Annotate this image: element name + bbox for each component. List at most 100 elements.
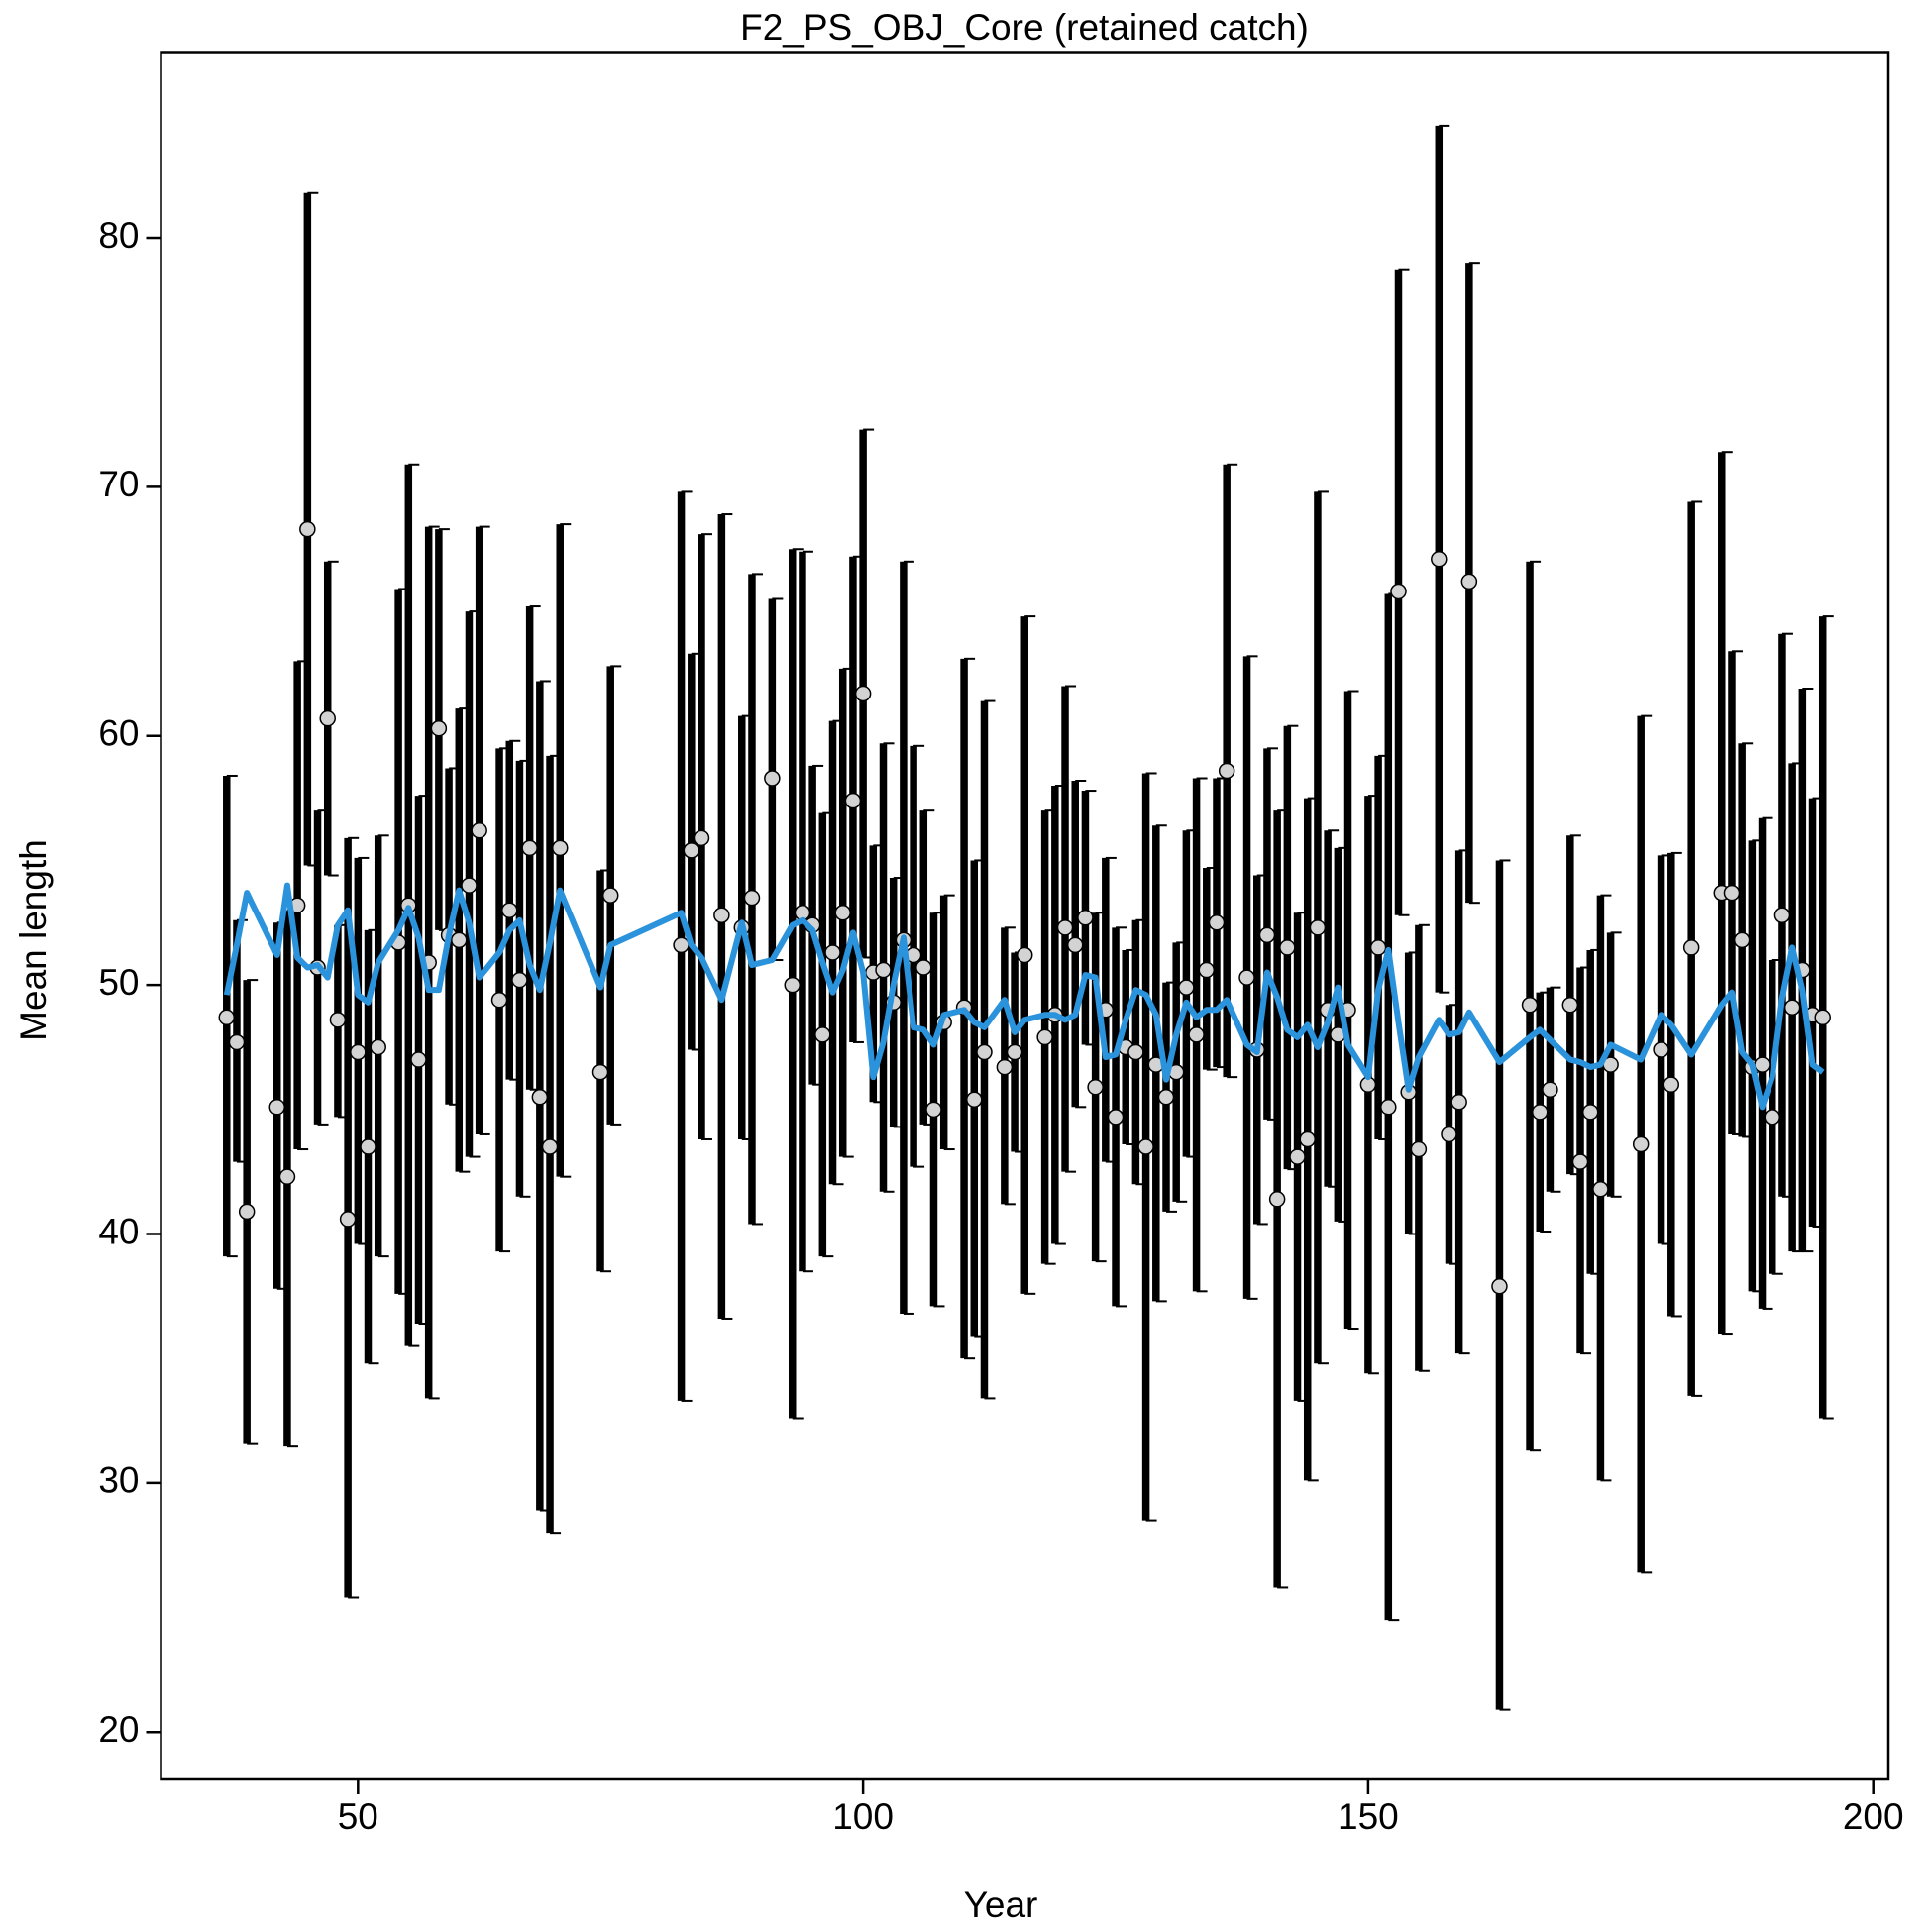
- observed-point: [915, 959, 932, 976]
- observed-point: [1137, 1138, 1154, 1155]
- observed-point: [1581, 1104, 1599, 1121]
- observed-point: [1127, 1043, 1144, 1061]
- observed-point: [541, 1138, 559, 1155]
- observed-point: [784, 976, 801, 994]
- observed-point: [1208, 914, 1226, 931]
- observed-point: [875, 961, 892, 979]
- observed-point: [1773, 907, 1791, 923]
- observed-point: [1441, 1126, 1457, 1143]
- x-tick-label: 150: [1338, 1796, 1399, 1837]
- observed-point: [1258, 926, 1276, 944]
- observed-point: [1814, 1009, 1831, 1026]
- plot-frame: [160, 51, 1890, 1781]
- observed-point: [1390, 583, 1407, 600]
- observed-point: [329, 1012, 347, 1028]
- observed-point: [1653, 1041, 1669, 1058]
- observed-point: [814, 1026, 831, 1043]
- observed-point: [1764, 1109, 1780, 1126]
- observed-point: [966, 1091, 983, 1109]
- observed-point: [834, 904, 851, 921]
- observed-point: [1309, 919, 1327, 936]
- observed-point: [370, 1038, 386, 1056]
- y-tick-label: 70: [98, 464, 139, 504]
- observed-point: [1663, 1076, 1680, 1093]
- observed-point: [764, 770, 781, 787]
- observed-point: [1733, 931, 1751, 949]
- observed-point: [1238, 969, 1255, 986]
- observed-point: [591, 1063, 609, 1081]
- observed-point: [410, 1051, 427, 1068]
- observed-point: [844, 792, 862, 809]
- y-axis-label: Mean length: [13, 839, 54, 1041]
- observed-point: [299, 520, 316, 538]
- observed-point: [1006, 1043, 1023, 1061]
- observed-point: [854, 685, 872, 702]
- observed-point: [1783, 999, 1801, 1017]
- observed-point: [1450, 1094, 1467, 1111]
- observed-point: [1299, 1130, 1316, 1148]
- observed-point: [673, 936, 690, 954]
- observed-point: [339, 1211, 357, 1228]
- observed-point: [511, 971, 528, 989]
- observed-point: [319, 709, 336, 727]
- observed-point: [693, 829, 710, 847]
- observed-point: [1279, 939, 1296, 956]
- x-tick-label: 50: [338, 1796, 378, 1837]
- observed-point: [1380, 1099, 1397, 1116]
- observed-point: [471, 822, 487, 839]
- observed-point: [1157, 1088, 1175, 1106]
- observed-point: [996, 1058, 1014, 1076]
- observed-point: [743, 889, 761, 907]
- observed-point: [976, 1043, 993, 1061]
- observed-point: [1521, 996, 1539, 1014]
- observed-point: [1542, 1081, 1558, 1098]
- expected-line: [223, 882, 1825, 1111]
- observed-point: [1107, 1109, 1125, 1126]
- x-axis-label: Year: [964, 1884, 1038, 1925]
- observed-point: [713, 907, 730, 923]
- observed-point: [228, 1033, 246, 1051]
- observed-point: [1431, 551, 1448, 568]
- observed-point: [238, 1203, 256, 1221]
- observed-point: [1369, 939, 1387, 956]
- y-tick-label: 50: [98, 962, 139, 1003]
- observed-point: [268, 1099, 286, 1116]
- observed-point: [360, 1138, 376, 1155]
- observed-point: [683, 842, 700, 859]
- observed-point: [925, 1101, 942, 1119]
- observed-point: [1491, 1278, 1508, 1295]
- y-tick-label: 40: [98, 1211, 139, 1251]
- observed-point: [350, 1043, 367, 1061]
- observed-point: [1066, 936, 1084, 954]
- observed-point: [490, 991, 508, 1009]
- observed-point: [1198, 961, 1216, 979]
- observed-point: [531, 1088, 549, 1106]
- observed-point: [1682, 939, 1700, 956]
- observed-point: [1188, 1026, 1205, 1043]
- observed-point: [551, 839, 569, 857]
- observed-point: [521, 839, 538, 857]
- observed-point: [1632, 1135, 1650, 1153]
- observed-point: [1754, 1056, 1771, 1073]
- observed-point: [1410, 1140, 1428, 1158]
- observed-point: [1218, 762, 1235, 780]
- observed-point: [824, 944, 841, 961]
- observed-point: [1056, 919, 1074, 936]
- observed-point: [1036, 1028, 1053, 1046]
- x-tick-label: 100: [832, 1796, 894, 1837]
- observed-point: [278, 1168, 296, 1185]
- y-tick-label: 30: [98, 1460, 139, 1501]
- observed-point: [1592, 1181, 1609, 1198]
- y-tick-label: 60: [98, 713, 139, 754]
- observed-point: [1723, 884, 1741, 902]
- observed-point: [1178, 979, 1195, 996]
- x-tick-label: 200: [1843, 1796, 1904, 1837]
- chart-title: F2_PS_OBJ_Core (retained catch): [740, 7, 1309, 48]
- observed-point: [1087, 1078, 1104, 1096]
- observed-point: [1268, 1191, 1286, 1208]
- observed-point: [430, 719, 448, 737]
- y-tick-label: 80: [98, 215, 139, 256]
- observed-point: [1531, 1104, 1549, 1121]
- observed-point: [1017, 946, 1033, 964]
